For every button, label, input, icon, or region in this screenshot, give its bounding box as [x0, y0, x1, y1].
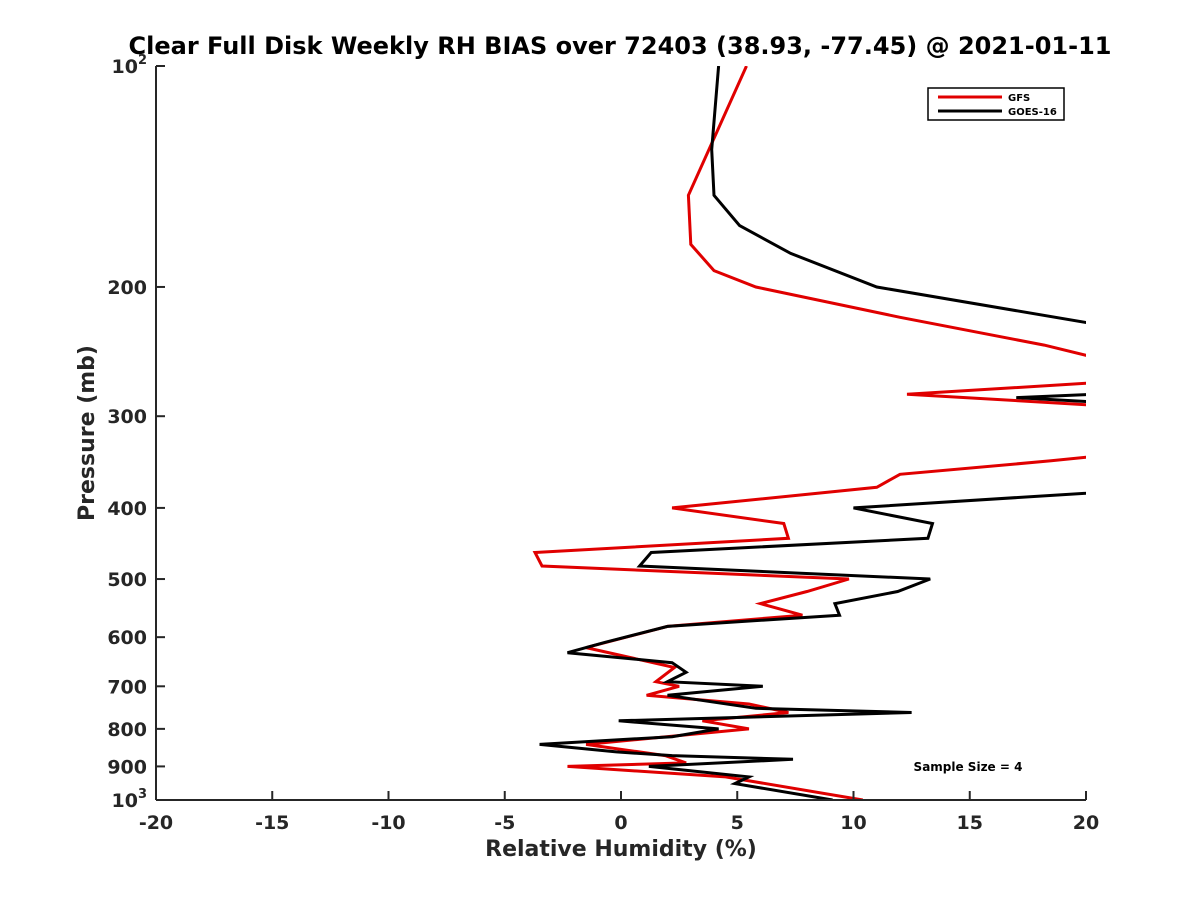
x-tick-label: -15: [255, 812, 289, 834]
y-tick-label: 102: [112, 53, 148, 78]
y-tick-label: 300: [107, 406, 147, 428]
x-tick-label: 15: [957, 812, 983, 834]
y-axis-label: Pressure (mb): [75, 345, 100, 521]
legend: GFS GOES-16: [927, 87, 1065, 121]
x-tick-label: -10: [371, 812, 405, 834]
y-tick-label: 200: [107, 277, 147, 299]
chart-title: Clear Full Disk Weekly RH BIAS over 7240…: [129, 32, 1112, 60]
series-line-goes-16: [539, 66, 1086, 800]
legend-label: GFS: [1008, 93, 1030, 104]
y-tick-label: 103: [112, 787, 148, 812]
legend-label: GOES-16: [1008, 107, 1057, 118]
x-tick-label: -20: [139, 812, 173, 834]
plot-area: -20 -15 -10 -5 0 5 10 15 20 102 200 300 400 500 600 700…: [107, 53, 1099, 834]
y-tick-label: 700: [107, 676, 147, 698]
y-tick-label: 500: [107, 569, 147, 591]
y-tick-label: 600: [107, 627, 147, 649]
y-tick-label: 800: [107, 719, 147, 741]
y-tick-label: 900: [107, 756, 147, 778]
x-tick-label: 10: [840, 812, 866, 834]
x-tick-label: -5: [494, 812, 515, 834]
series-line-gfs: [532, 66, 1086, 800]
y-tick-label: 400: [107, 498, 147, 520]
sample-size-annotation: Sample Size = 4: [914, 760, 1023, 774]
x-tick-label: 20: [1073, 812, 1099, 834]
x-tick-label: 5: [731, 812, 744, 834]
x-tick-label: 0: [614, 812, 627, 834]
x-axis-label: Relative Humidity (%): [485, 837, 757, 862]
legend-box: [927, 87, 1065, 121]
